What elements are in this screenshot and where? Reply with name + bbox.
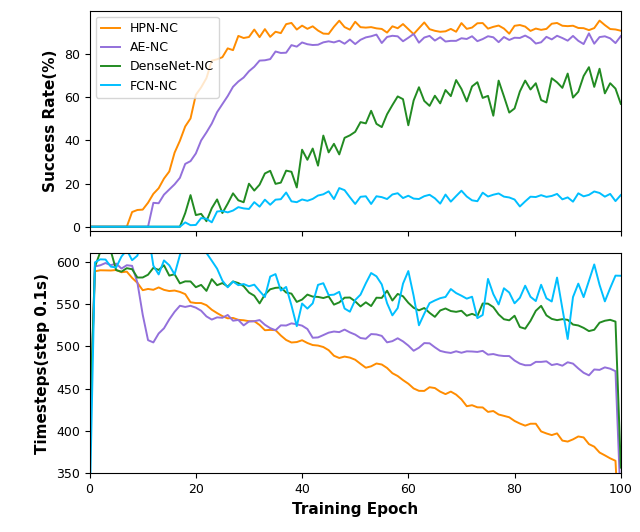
HPN-NC	[123, 223, 131, 230]
Line: HPN-NC: HPN-NC	[90, 21, 621, 227]
DenseNet-NC	[218, 210, 227, 216]
Line: DenseNet-NC: DenseNet-NC	[90, 67, 621, 227]
Y-axis label: Timesteps(step 0.1s): Timesteps(step 0.1s)	[35, 273, 51, 454]
FCN-NC	[410, 293, 417, 299]
FCN-NC	[218, 208, 227, 214]
HPN-NC	[128, 275, 136, 281]
HPN-NC	[410, 385, 417, 392]
DenseNet-NC	[585, 64, 593, 70]
HPN-NC	[224, 315, 232, 321]
DenseNet-NC	[224, 284, 232, 290]
FCN-NC	[86, 223, 93, 230]
FCN-NC	[123, 247, 131, 253]
DenseNet-NC	[484, 93, 492, 99]
DenseNet-NC	[128, 266, 136, 272]
DenseNet-NC	[617, 464, 625, 471]
FCN-NC	[490, 192, 497, 198]
HPN-NC	[484, 26, 492, 32]
FCN-NC	[330, 196, 338, 202]
DenseNet-NC	[335, 299, 343, 305]
HPN-NC	[490, 408, 497, 414]
DenseNet-NC	[102, 247, 109, 253]
Y-axis label: Success Rate(%): Success Rate(%)	[44, 49, 58, 192]
DenseNet-NC	[458, 86, 465, 92]
AE-NC	[224, 312, 232, 318]
Legend: HPN-NC, AE-NC, DenseNet-NC, FCN-NC: HPN-NC, AE-NC, DenseNet-NC, FCN-NC	[96, 17, 219, 98]
HPN-NC	[404, 26, 412, 32]
FCN-NC	[86, 509, 93, 516]
HPN-NC	[86, 434, 93, 440]
AE-NC	[123, 223, 131, 230]
Line: AE-NC: AE-NC	[90, 263, 621, 506]
FCN-NC	[224, 284, 232, 290]
HPN-NC	[458, 20, 465, 26]
AE-NC	[410, 347, 417, 354]
AE-NC	[218, 101, 227, 107]
FCN-NC	[463, 295, 470, 302]
FCN-NC	[335, 289, 343, 295]
DenseNet-NC	[330, 140, 338, 147]
AE-NC	[335, 329, 343, 335]
Line: FCN-NC: FCN-NC	[90, 231, 621, 512]
AE-NC	[585, 30, 593, 37]
DenseNet-NC	[490, 304, 497, 310]
Line: AE-NC: AE-NC	[90, 34, 621, 227]
HPN-NC	[86, 223, 93, 230]
FCN-NC	[123, 223, 131, 230]
AE-NC	[86, 223, 93, 230]
FCN-NC	[617, 192, 625, 198]
Line: DenseNet-NC: DenseNet-NC	[90, 250, 621, 468]
FCN-NC	[335, 185, 343, 192]
AE-NC	[404, 35, 412, 41]
HPN-NC	[330, 23, 338, 30]
DenseNet-NC	[410, 304, 417, 311]
HPN-NC	[617, 28, 625, 34]
FCN-NC	[144, 228, 152, 235]
DenseNet-NC	[404, 122, 412, 128]
HPN-NC	[463, 403, 470, 410]
DenseNet-NC	[123, 223, 131, 230]
DenseNet-NC	[463, 313, 470, 319]
Line: FCN-NC: FCN-NC	[90, 188, 621, 227]
AE-NC	[617, 33, 625, 39]
HPN-NC	[596, 18, 604, 24]
AE-NC	[458, 35, 465, 41]
HPN-NC	[335, 355, 343, 361]
HPN-NC	[113, 267, 120, 273]
HPN-NC	[218, 54, 227, 60]
DenseNet-NC	[86, 223, 93, 230]
DenseNet-NC	[86, 429, 93, 435]
FCN-NC	[410, 195, 417, 202]
AE-NC	[617, 503, 625, 509]
AE-NC	[463, 348, 470, 354]
X-axis label: Training Epoch: Training Epoch	[292, 502, 419, 517]
AE-NC	[128, 263, 136, 269]
FCN-NC	[463, 193, 470, 200]
FCN-NC	[617, 272, 625, 279]
DenseNet-NC	[617, 101, 625, 107]
AE-NC	[102, 260, 109, 266]
AE-NC	[86, 432, 93, 438]
AE-NC	[330, 39, 338, 46]
AE-NC	[490, 351, 497, 358]
Line: HPN-NC: HPN-NC	[90, 270, 621, 532]
AE-NC	[484, 33, 492, 39]
FCN-NC	[490, 291, 497, 297]
